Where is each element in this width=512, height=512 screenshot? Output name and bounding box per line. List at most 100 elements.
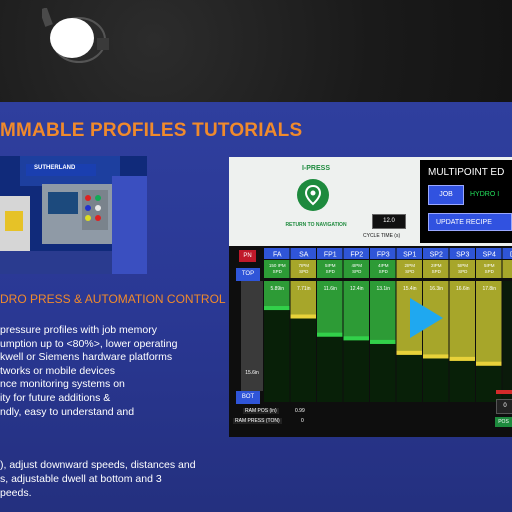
- ram-pos-value: 0.99: [295, 408, 305, 414]
- ceiling-lamp-icon: [42, 8, 109, 63]
- ipress-label: I-PRESS: [301, 165, 330, 172]
- profile-bar[interactable]: [290, 281, 317, 319]
- job-button[interactable]: JOB: [428, 185, 464, 205]
- speed-label: 5IPM: [325, 263, 336, 268]
- slide-title: MMABLE PROFILES TUTORIALS: [0, 120, 303, 141]
- speed-cell[interactable]: [423, 260, 449, 278]
- pos-button[interactable]: POS: [495, 417, 512, 427]
- bullet-item: peeds.: [0, 487, 32, 499]
- pn-badge[interactable]: PN: [239, 250, 256, 262]
- profile-chart: FA 150 IPM SPD 5.89in SA 7IPM SPD 7.71in FP1 5IPM…: [229, 246, 512, 437]
- location-pin-icon: [304, 184, 322, 206]
- left-position-value: 15.6in: [245, 370, 259, 376]
- speed-label: 150 IPM: [269, 263, 286, 268]
- column-header-label: FP3: [377, 252, 390, 259]
- bar-setpoint-marker[interactable]: [449, 356, 476, 361]
- hmi-header: I-PRESS RETURN TO NAVIGATION 12.0 CYCLE …: [229, 157, 512, 246]
- profile-bar[interactable]: [264, 281, 290, 311]
- column-header-label: SP2: [430, 252, 443, 259]
- bullet-item: ), adjust downward speeds, distances and: [0, 459, 196, 471]
- bar-setpoint-marker[interactable]: [423, 354, 449, 359]
- speed-cell[interactable]: [264, 260, 290, 278]
- bullet-item: kwell or Siemens hardware platforms: [0, 351, 173, 364]
- multipoint-title: MULTIPOINT ED: [428, 167, 505, 178]
- top-button[interactable]: TOP: [236, 268, 260, 281]
- bar-value-label: 15.4in: [403, 286, 417, 292]
- speed-label: SPD: [379, 269, 389, 274]
- bar-value-label: 16.3in: [429, 286, 443, 292]
- bar-setpoint-marker[interactable]: [317, 332, 343, 337]
- column-header[interactable]: [396, 248, 423, 259]
- column-header[interactable]: [290, 248, 317, 259]
- speed-label: 5IPM: [457, 263, 468, 268]
- bar-value-label: 5.89in: [270, 286, 284, 292]
- multipoint-editor-panel: MULTIPOINT ED JOB HYDRO I UPDATE RECIPE: [420, 160, 512, 243]
- bar-setpoint-marker[interactable]: [264, 306, 290, 311]
- profile-bar[interactable]: [317, 281, 343, 337]
- bar-setpoint-marker[interactable]: [370, 339, 396, 344]
- speed-label: 2IPM: [404, 263, 415, 268]
- column-header[interactable]: [502, 248, 512, 259]
- column-header-label: DW: [510, 252, 512, 259]
- hmi-screenshot: I-PRESS RETURN TO NAVIGATION 12.0 CYCLE …: [229, 157, 512, 437]
- play-icon[interactable]: [410, 298, 443, 338]
- speed-label: SPD: [273, 269, 283, 274]
- bar-setpoint-marker[interactable]: [290, 314, 317, 319]
- return-to-navigation-label: RETURN TO NAVIGATION: [285, 222, 347, 228]
- column-header[interactable]: [264, 248, 290, 259]
- column-header-label: FA: [273, 252, 282, 259]
- alarm-indicator: [496, 390, 512, 394]
- speed-label: SPD: [299, 269, 309, 274]
- profile-bar[interactable]: [343, 281, 370, 341]
- column-header-label: FP2: [350, 252, 363, 259]
- column-header-label: SA: [299, 252, 309, 259]
- speed-cell[interactable]: [290, 260, 317, 278]
- speed-cell[interactable]: [317, 260, 343, 278]
- bot-button[interactable]: BOT: [236, 391, 260, 404]
- cycle-time-label: CYCLE TIME (s): [363, 233, 401, 239]
- hydro-job-name: HYDRO I: [470, 191, 500, 198]
- profile-bar[interactable]: [449, 281, 476, 361]
- bar-setpoint-marker[interactable]: [343, 336, 370, 341]
- bar-value-label: 16.6in: [456, 286, 470, 292]
- speed-cell[interactable]: [502, 260, 512, 278]
- speed-cell[interactable]: [370, 260, 396, 278]
- column-header-label: SP4: [483, 252, 496, 259]
- bar-value-label: 7.71in: [297, 286, 311, 292]
- slide-subheading: DRO PRESS & AUTOMATION CONTROL: [0, 292, 226, 306]
- speed-label: SPD: [326, 269, 336, 274]
- column-header[interactable]: [370, 248, 396, 259]
- profile-bar[interactable]: [476, 281, 502, 366]
- speed-label: SPD: [405, 269, 415, 274]
- bullet-item: nce monitoring systems on: [0, 378, 125, 391]
- speed-cell[interactable]: [476, 260, 502, 278]
- photo-brand-text: SUTHERLAND: [34, 165, 76, 171]
- column-header[interactable]: [317, 248, 343, 259]
- bar-setpoint-marker[interactable]: [396, 350, 423, 355]
- column-header[interactable]: [476, 248, 502, 259]
- ram-pos-label: RAM POS (in): [243, 408, 279, 414]
- speed-cell[interactable]: [449, 260, 476, 278]
- dark-backdrop: [0, 0, 512, 102]
- speed-label: SPD: [352, 269, 362, 274]
- column-header[interactable]: [449, 248, 476, 259]
- bullet-list-secondary: ), adjust downward speeds, distances and…: [0, 458, 225, 500]
- speed-cell[interactable]: [343, 260, 370, 278]
- presentation-slide: MMABLE PROFILES TUTORIALS SUTHERLAND DRO…: [0, 102, 512, 512]
- speed-label: SPD: [458, 269, 468, 274]
- navigation-button[interactable]: [297, 179, 329, 211]
- column-header-label: SP1: [403, 252, 416, 259]
- press-photo: SUTHERLAND: [0, 156, 147, 274]
- speed-cell[interactable]: [396, 260, 423, 278]
- profile-bar[interactable]: [370, 281, 396, 344]
- ram-press-label: RAM PRESS (TON): [233, 418, 282, 424]
- right-position-value: 0: [496, 399, 512, 414]
- speed-label: 4IPM: [351, 263, 362, 268]
- column-header[interactable]: [343, 248, 370, 259]
- update-recipe-button[interactable]: UPDATE RECIPE: [428, 213, 512, 231]
- bar-track: [502, 281, 512, 402]
- column-header[interactable]: [423, 248, 449, 259]
- bullet-list: pressure profiles with job memory umptio…: [0, 324, 225, 419]
- bar-setpoint-marker[interactable]: [476, 361, 502, 366]
- column-header-label: FP1: [324, 252, 337, 259]
